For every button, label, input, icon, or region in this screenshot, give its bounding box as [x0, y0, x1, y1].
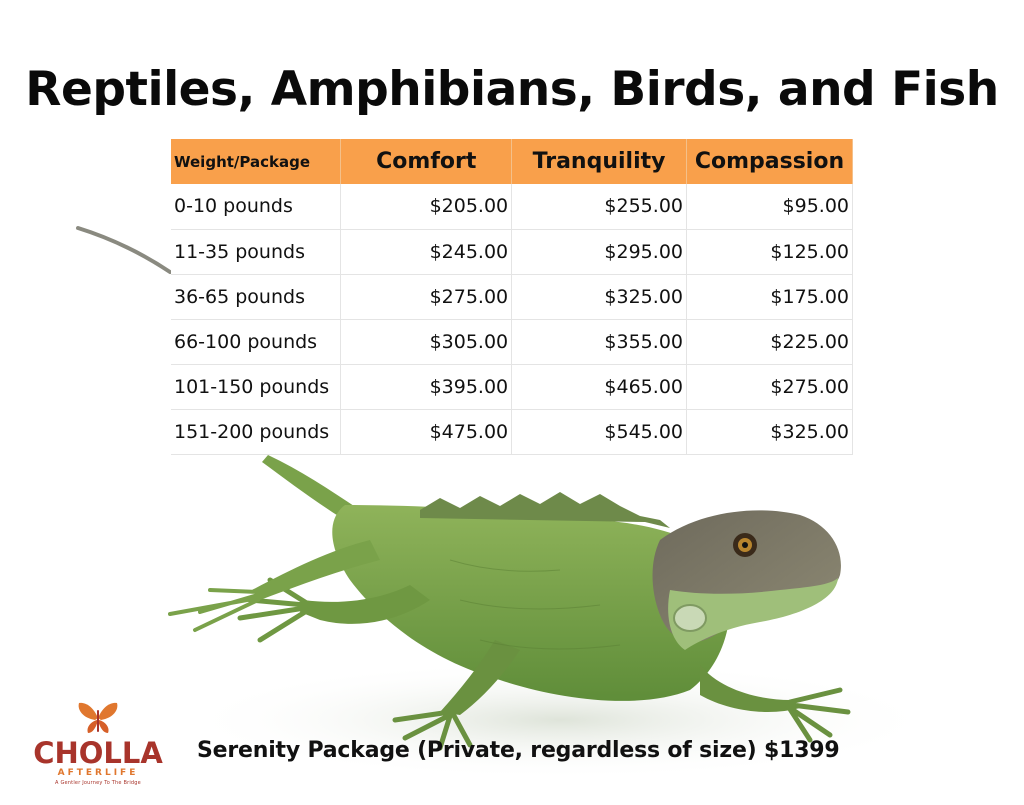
- cholla-logo: CHOLLA AFTERLIFE A Gentler Journey To Th…: [28, 700, 168, 790]
- header-compassion: Compassion: [686, 139, 853, 184]
- table-row: 11-35 pounds $245.00 $295.00 $125.00: [171, 229, 853, 275]
- comfort-price: $205.00: [340, 184, 513, 230]
- weight-cell: 66-100 pounds: [171, 319, 342, 365]
- logo-wordmark: CHOLLA: [33, 736, 163, 770]
- table-row: 36-65 pounds $275.00 $325.00 $175.00: [171, 274, 853, 320]
- table-row: 66-100 pounds $305.00 $355.00 $225.00: [171, 319, 853, 365]
- tranquility-price: $255.00: [511, 184, 687, 230]
- comfort-price: $395.00: [340, 364, 513, 410]
- weight-cell: 36-65 pounds: [171, 274, 342, 320]
- tranquility-price: $355.00: [511, 319, 687, 365]
- compassion-price: $175.00: [686, 274, 853, 320]
- tranquility-price: $295.00: [511, 229, 687, 275]
- tranquility-price: $325.00: [511, 274, 687, 320]
- butterfly-icon: [78, 702, 118, 733]
- comfort-price: $275.00: [340, 274, 513, 320]
- table-row: 151-200 pounds $475.00 $545.00 $325.00: [171, 409, 853, 455]
- weight-cell: 101-150 pounds: [171, 364, 342, 410]
- table-row: 0-10 pounds $205.00 $255.00 $95.00: [171, 184, 853, 230]
- header-comfort: Comfort: [340, 139, 513, 184]
- comfort-price: $475.00: [340, 409, 513, 455]
- price-table: Weight/Package Comfort Tranquility Compa…: [171, 139, 853, 455]
- compassion-price: $95.00: [686, 184, 853, 230]
- header-weight-package: Weight/Package: [171, 139, 342, 184]
- logo-subtitle: AFTERLIFE: [57, 768, 139, 778]
- compassion-price: $125.00: [686, 229, 853, 275]
- compassion-price: $325.00: [686, 409, 853, 455]
- serenity-package-text: Serenity Package (Private, regardless of…: [197, 738, 840, 763]
- comfort-price: $245.00: [340, 229, 513, 275]
- weight-cell: 0-10 pounds: [171, 184, 342, 230]
- compassion-price: $225.00: [686, 319, 853, 365]
- tranquility-price: $545.00: [511, 409, 687, 455]
- page-title: Reptiles, Amphibians, Birds, and Fish: [25, 62, 999, 117]
- tranquility-price: $465.00: [511, 364, 687, 410]
- compassion-price: $275.00: [686, 364, 853, 410]
- logo-tagline: A Gentler Journey To The Bridge: [55, 780, 141, 786]
- table-row: 101-150 pounds $395.00 $465.00 $275.00: [171, 364, 853, 410]
- weight-cell: 11-35 pounds: [171, 229, 342, 275]
- weight-cell: 151-200 pounds: [171, 409, 342, 455]
- header-tranquility: Tranquility: [511, 139, 687, 184]
- table-header-row: Weight/Package Comfort Tranquility Compa…: [171, 139, 853, 184]
- comfort-price: $305.00: [340, 319, 513, 365]
